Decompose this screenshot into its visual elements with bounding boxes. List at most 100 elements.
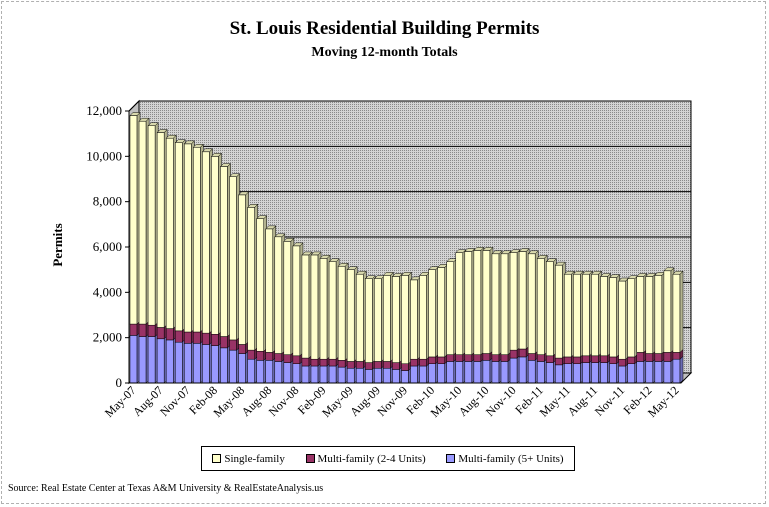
bar-segment bbox=[129, 335, 138, 384]
bar-segment bbox=[328, 358, 337, 367]
x-tick-label: Nov-11 bbox=[592, 383, 628, 419]
bar-segment bbox=[202, 332, 210, 345]
bar-segment bbox=[555, 264, 563, 359]
bar-top bbox=[572, 270, 585, 275]
bar-top bbox=[283, 238, 295, 242]
bar-segment bbox=[156, 338, 165, 384]
bar-top bbox=[509, 249, 521, 253]
bar-segment bbox=[165, 339, 174, 384]
bar-segment bbox=[147, 125, 156, 326]
bar-segment bbox=[220, 347, 228, 384]
bar-segment bbox=[274, 236, 283, 354]
bar-top bbox=[527, 250, 539, 255]
bar-segment bbox=[310, 254, 319, 360]
chart-subtitle: Moving 12-month Totals bbox=[311, 45, 458, 60]
bar-segment bbox=[618, 358, 626, 367]
bar-segment bbox=[410, 279, 418, 360]
bar-segment bbox=[365, 369, 373, 384]
bar-segment bbox=[573, 356, 581, 364]
bar-top bbox=[400, 272, 413, 276]
bar-segment bbox=[238, 194, 246, 345]
y-tick-label: 0 bbox=[116, 375, 123, 390]
x-tick-label: Nov-09 bbox=[374, 383, 410, 419]
bar-segment bbox=[428, 356, 436, 364]
bar-top bbox=[382, 272, 395, 276]
bar-segment bbox=[138, 323, 147, 337]
bar-segment bbox=[473, 354, 482, 362]
bar-top bbox=[491, 250, 503, 255]
x-tick-label: Nov-07 bbox=[157, 383, 193, 419]
bar-segment bbox=[410, 365, 418, 384]
bar-top bbox=[636, 273, 648, 277]
bar-segment bbox=[546, 355, 554, 363]
bar-segment bbox=[283, 354, 292, 363]
bar-segment bbox=[555, 364, 563, 384]
bar-segment bbox=[455, 361, 464, 384]
bar-segment bbox=[184, 343, 192, 384]
bar-segment bbox=[482, 353, 491, 361]
bar-segment bbox=[129, 323, 138, 336]
bar-segment bbox=[627, 356, 636, 364]
bar-top bbox=[663, 267, 675, 272]
bar-segment bbox=[491, 253, 500, 355]
bar-segment bbox=[428, 269, 436, 358]
bar-segment bbox=[527, 353, 536, 361]
bar-top bbox=[219, 163, 232, 167]
legend-swatch-multi-family-5plus bbox=[446, 454, 456, 463]
x-tick-label: May-11 bbox=[537, 383, 573, 419]
bar-segment bbox=[319, 258, 328, 360]
bar-segment bbox=[410, 358, 418, 367]
bar-segment bbox=[292, 363, 301, 384]
bar-segment bbox=[174, 341, 183, 384]
bar-segment bbox=[292, 245, 301, 357]
bar-segment bbox=[527, 253, 536, 354]
y-tick-label: 6,000 bbox=[93, 239, 122, 254]
legend-swatch-multi-family-2-4 bbox=[305, 454, 315, 463]
x-tick-label: May-12 bbox=[645, 383, 682, 420]
bar-segment bbox=[256, 218, 264, 352]
bar-top bbox=[265, 225, 277, 230]
bar-segment bbox=[365, 362, 373, 370]
bar-top bbox=[554, 261, 566, 266]
legend-item-multi-family-5plus: Multi-family (5+ Units) bbox=[446, 453, 564, 465]
x-tick-label: May-09 bbox=[319, 383, 356, 420]
bar-segment bbox=[672, 273, 681, 353]
bar-top bbox=[455, 249, 467, 253]
bar-segment bbox=[654, 361, 663, 384]
bar-segment bbox=[564, 363, 572, 384]
bar-segment bbox=[464, 251, 473, 355]
bar-segment bbox=[374, 278, 382, 362]
bar-segment bbox=[536, 354, 545, 362]
bar-segment bbox=[618, 365, 626, 384]
bar-segment bbox=[645, 276, 654, 354]
bar-segment bbox=[618, 280, 626, 360]
bar-top bbox=[599, 273, 612, 277]
bar-segment bbox=[383, 361, 391, 369]
bar-segment bbox=[247, 207, 255, 351]
bar-top bbox=[138, 117, 150, 122]
bar-top bbox=[500, 250, 512, 255]
bar-segment bbox=[310, 358, 319, 367]
bar-segment bbox=[392, 369, 400, 384]
bar-segment bbox=[220, 166, 228, 337]
y-tick-label: 12,000 bbox=[86, 103, 122, 118]
bar-segment bbox=[663, 352, 672, 362]
bar-segment bbox=[211, 156, 219, 335]
bar-segment bbox=[202, 151, 210, 334]
bar-top bbox=[237, 191, 250, 196]
bar-segment bbox=[645, 361, 654, 384]
bar-segment bbox=[392, 362, 400, 370]
bar-top bbox=[536, 255, 548, 259]
bar-top bbox=[645, 273, 657, 277]
bar-segment bbox=[319, 358, 328, 367]
bar-segment bbox=[500, 361, 509, 384]
bar-segment bbox=[229, 349, 237, 384]
bar-top bbox=[256, 215, 268, 219]
bar-segment bbox=[419, 358, 427, 367]
bar-segment bbox=[500, 354, 509, 362]
y-tick-label: 2,000 bbox=[93, 330, 122, 345]
bar-segment bbox=[582, 273, 590, 357]
bar-top bbox=[183, 140, 195, 145]
bar-segment bbox=[301, 357, 310, 367]
bar-top bbox=[165, 134, 177, 139]
